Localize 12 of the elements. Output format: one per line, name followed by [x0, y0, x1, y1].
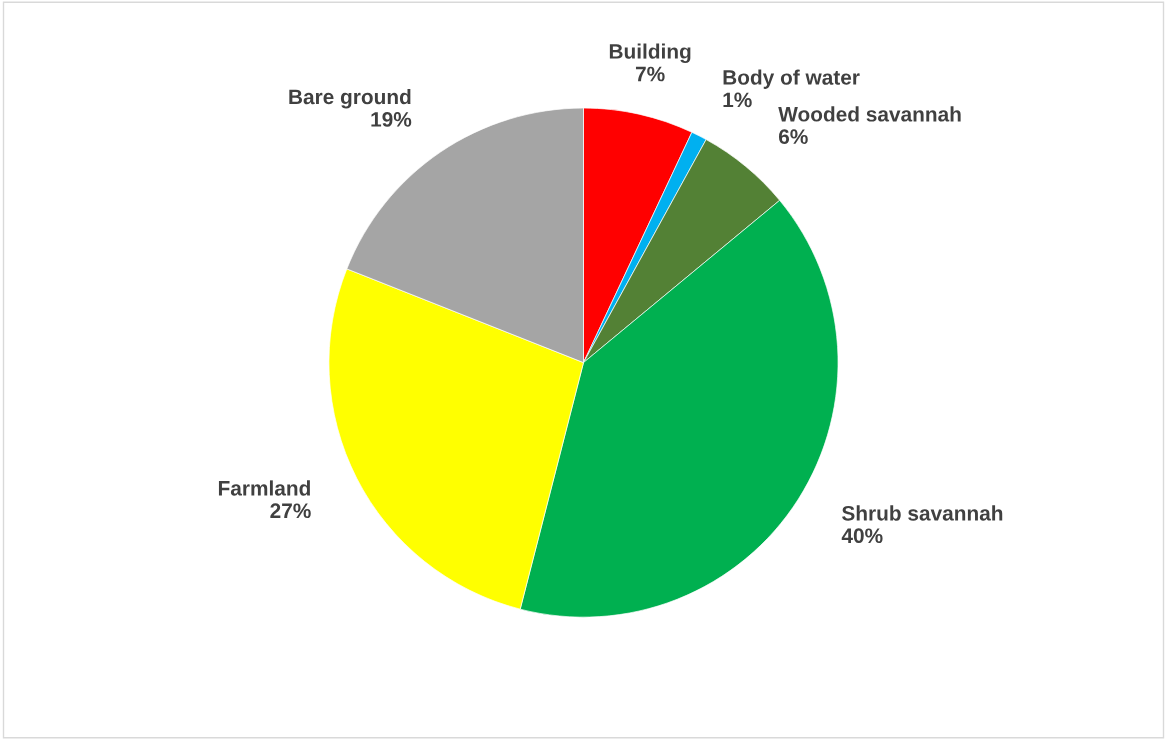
slice-label: Body of water	[723, 69, 860, 89]
slice-label: Shrub savannah	[842, 505, 1003, 521]
data-label: 40%	[841, 528, 883, 544]
slice-label: Wooded savannah	[778, 106, 961, 122]
slice-label: Bare ground	[289, 88, 411, 109]
data-label: 1%	[723, 92, 752, 108]
slice-label: Building	[609, 43, 691, 64]
data-label: 19%	[371, 112, 412, 127]
data-label: 6%	[778, 129, 808, 145]
data-label: 27%	[270, 503, 311, 519]
data-label: 7%	[635, 66, 665, 82]
slice-label: Farmland	[218, 480, 310, 496]
